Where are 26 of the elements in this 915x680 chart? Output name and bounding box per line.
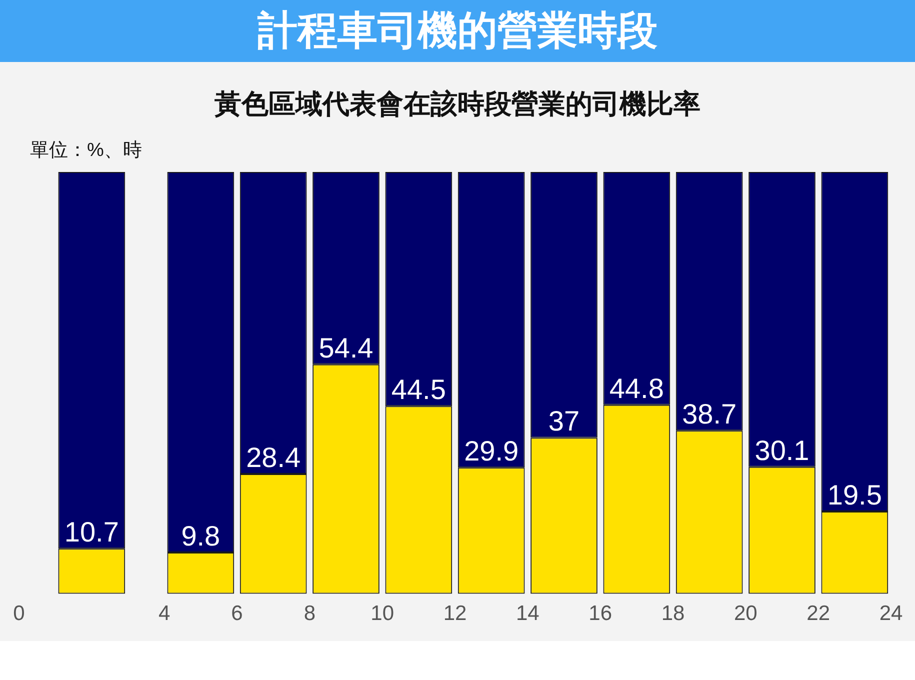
- data-label: 38.7: [682, 398, 737, 430]
- x-tick-label: 24: [879, 602, 903, 626]
- chart-subtitle: 黃色區域代表會在該時段營業的司機比率: [214, 89, 700, 119]
- x-tick-label: 4: [158, 602, 170, 626]
- data-label: 44.5: [391, 374, 446, 406]
- data-label: 29.9: [464, 436, 519, 467]
- x-tick-label: 18: [661, 602, 685, 626]
- data-label: 44.8: [609, 372, 664, 404]
- chart-title: 計程車司機的營業時段: [258, 9, 658, 53]
- data-label: 37: [548, 406, 580, 437]
- x-tick-label: 0: [13, 602, 25, 626]
- x-tick-label: 14: [516, 602, 540, 626]
- x-tick-label: 12: [443, 602, 467, 626]
- data-label: 28.4: [246, 442, 301, 474]
- data-label: 30.1: [754, 434, 810, 466]
- data-label: 19.5: [827, 480, 882, 511]
- data-label: 54.4: [318, 332, 374, 364]
- x-tick-label: 20: [734, 602, 758, 626]
- x-tick-label: 6: [231, 602, 243, 626]
- x-tick-label: 8: [304, 602, 316, 626]
- x-tick-label: 16: [588, 602, 612, 626]
- x-tick-label: 22: [806, 602, 830, 626]
- x-tick-label: 10: [370, 602, 394, 626]
- data-label: 9.8: [181, 520, 220, 552]
- text: 單位：%、時: [30, 140, 142, 162]
- data-label: 10.7: [64, 516, 119, 548]
